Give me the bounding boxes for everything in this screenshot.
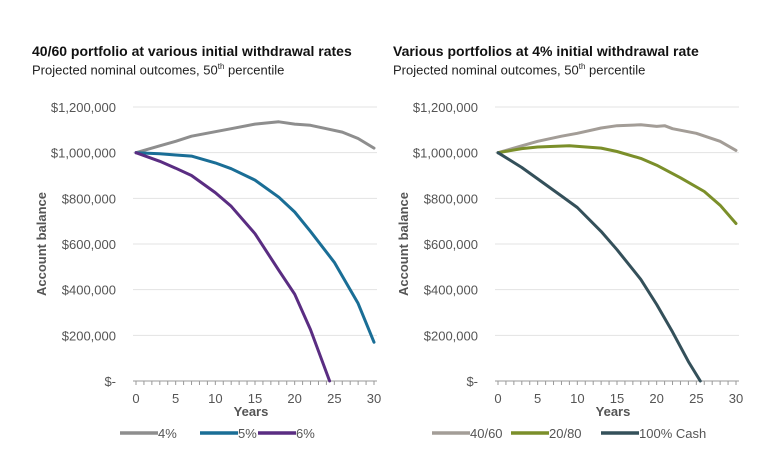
right-subtitle-sup: th: [578, 62, 586, 71]
left-y-tick-label: $200,000: [62, 328, 116, 343]
left-legend-label: 6%: [296, 426, 315, 441]
left-x-tick-label: 20: [287, 391, 301, 406]
left-y-tick-label: $800,000: [62, 191, 116, 206]
left-x-tick-label: 25: [327, 391, 341, 406]
left-series-line-5-: [134, 151, 376, 344]
left-legend-label: 5%: [238, 426, 257, 441]
left-x-tick-label: 0: [132, 391, 139, 406]
left-subtitle-text: Projected nominal outcomes, 50: [32, 62, 218, 78]
left-x-axis-title: Years: [234, 404, 269, 419]
right-y-tick-label: $1,200,000: [413, 100, 478, 115]
right-subtitle-text: Projected nominal outcomes, 50: [393, 62, 579, 78]
right-x-tick-label: 25: [689, 391, 703, 406]
left-legend-label: 4%: [158, 426, 177, 441]
left-x-tick-label: 10: [208, 391, 222, 406]
left-subtitle-end: percentile: [224, 62, 285, 78]
right-series-line-40-60: [496, 123, 738, 155]
right-subtitle-end: percentile: [585, 62, 646, 78]
right-y-tick-label: $200,000: [424, 328, 478, 343]
left-series-line-6-: [134, 151, 332, 383]
right-x-tick-label: 0: [494, 391, 501, 406]
right-x-tick-label: 30: [729, 391, 743, 406]
left-y-tick-label: $1,000,000: [51, 146, 116, 161]
left-y-tick-label: $400,000: [62, 283, 116, 298]
left-y-axis-title: Account balance: [34, 192, 49, 296]
left-x-tick-label: 15: [248, 391, 262, 406]
right-x-axis-title: Years: [596, 404, 631, 419]
left-subtitle-sup: th: [217, 62, 225, 71]
right-y-tick-label: $600,000: [424, 237, 478, 252]
left-x-tick-label: 30: [367, 391, 381, 406]
left-y-tick-label: $600,000: [62, 237, 116, 252]
left-y-tick-label: $1,200,000: [51, 100, 116, 115]
right-y-tick-label: $400,000: [424, 283, 478, 298]
right-chart-subtitle: Projected nominal outcomes, 50th percent…: [393, 62, 645, 77]
right-x-tick-label: 10: [570, 391, 584, 406]
right-legend-label: 100% Cash: [639, 426, 706, 441]
left-x-tick-label: 5: [172, 391, 179, 406]
right-y-tick-label: $1,000,000: [413, 146, 478, 161]
right-legend-label: 20/80: [549, 426, 582, 441]
left-series-line-4-: [134, 120, 376, 155]
right-x-tick-label: 5: [534, 391, 541, 406]
left-chart-subtitle: Projected nominal outcomes, 50th percent…: [32, 62, 284, 77]
right-legend-label: 40/60: [470, 426, 503, 441]
right-chart-title: Various portfolios at 4% initial withdra…: [393, 43, 699, 59]
right-x-tick-label: 15: [610, 391, 624, 406]
right-series-line-100-cash: [496, 151, 702, 383]
right-y-axis-title: Account balance: [396, 192, 411, 296]
right-y-tick-label: $-: [466, 374, 478, 389]
right-y-tick-label: $800,000: [424, 191, 478, 206]
right-series-line-20-80: [496, 144, 738, 225]
left-y-tick-label: $-: [104, 374, 116, 389]
right-x-tick-label: 20: [649, 391, 663, 406]
left-chart-title: 40/60 portfolio at various initial withd…: [32, 43, 352, 59]
